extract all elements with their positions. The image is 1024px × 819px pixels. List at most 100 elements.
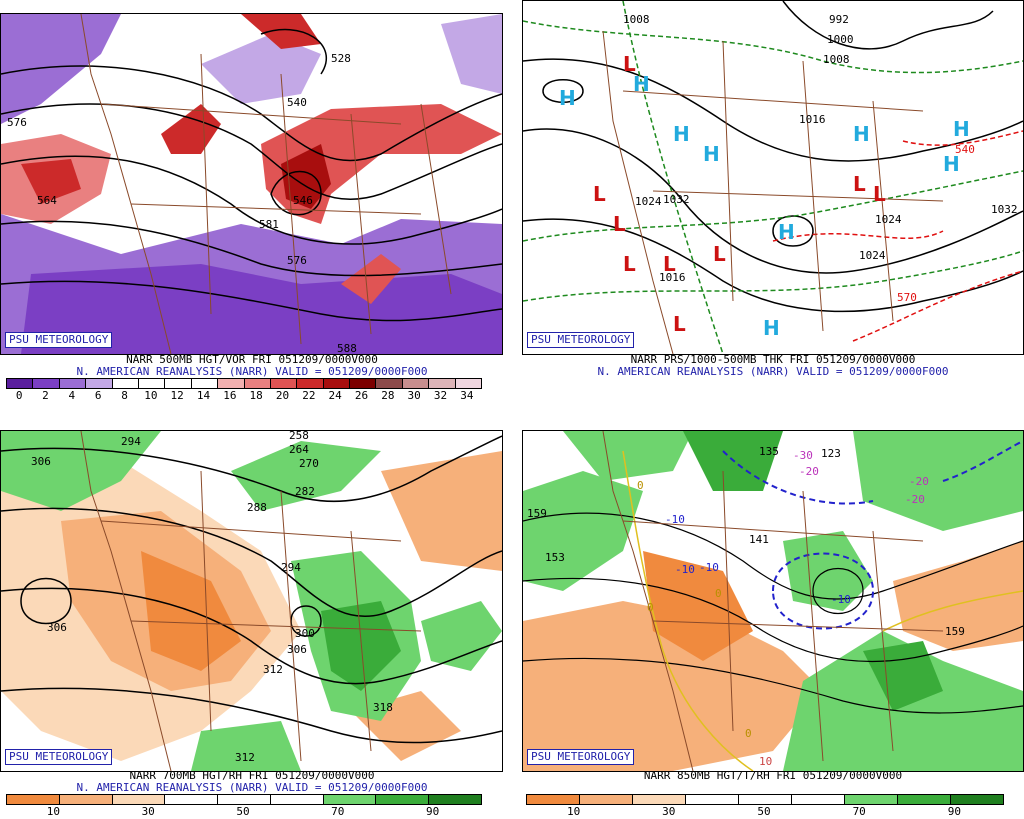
colorbar-tick-label: 22	[302, 389, 316, 402]
contour-label: 528	[331, 52, 351, 65]
colorbar-tick-label: 6	[94, 389, 102, 402]
isotherm-minus10	[942, 440, 1023, 482]
dry-region	[523, 601, 823, 771]
moist-region	[863, 641, 943, 711]
colorbar-swatch	[686, 795, 739, 804]
colorbar-tick-label: 28	[381, 389, 395, 402]
contour-label: 282	[295, 485, 315, 498]
map-border	[722, 40, 734, 302]
isobar-label: 1032	[663, 193, 690, 206]
moist-region	[1, 431, 161, 511]
height-contour	[290, 605, 322, 637]
isobar-label: 992	[829, 13, 849, 26]
t-rh-850mb-map: 159 153 141 135 123 159 -20 -30 -20 -20 …	[522, 430, 1024, 772]
isobar-label: 1008	[623, 13, 650, 26]
map-border	[602, 431, 694, 771]
low-pressure-marker: L	[673, 312, 686, 336]
temperature-label: 10	[759, 755, 772, 768]
colorbar-tick-label: 30	[662, 805, 676, 818]
map-border	[622, 90, 924, 112]
panel-caption: NARR 850MB HGT/T/RH FRI 051209/0000V000	[643, 769, 903, 782]
colorbar-tick-label: 24	[328, 389, 342, 402]
colorbar-tick-label: 50	[236, 805, 250, 818]
colorbar-tick-label: 2	[42, 389, 49, 402]
purple-vort-region	[201, 34, 321, 104]
temperature-label: -20	[905, 493, 925, 506]
colorbar-swatch	[898, 795, 951, 804]
rh-700mb-map: 294 306 258 264 270 282 288 294 300 306 …	[0, 430, 503, 772]
colorbar-swatch	[86, 379, 113, 388]
colorbar-tick-label: 18	[249, 389, 263, 402]
psu-meteorology-badge: PSU METEOROLOGY	[527, 332, 635, 348]
rh-colorbar-ticks: 10 30 50 70 90	[526, 805, 1002, 818]
height-contour	[260, 28, 328, 75]
colorbar-tick-label: 10	[566, 805, 581, 818]
colorbar-tick-label: 10	[46, 805, 61, 818]
colorbar-tick-label: 30	[407, 389, 421, 402]
colorbar-swatch	[191, 379, 219, 388]
isobar-label: 1008	[823, 53, 850, 66]
colorbar-swatch	[33, 379, 60, 388]
thickness-line-570	[852, 270, 1023, 342]
colorbar-swatch	[59, 795, 113, 804]
contour-label: 159	[945, 625, 965, 638]
colorbar-tick-label: 90	[425, 805, 440, 818]
map-border	[602, 30, 674, 354]
map-border	[652, 190, 944, 202]
height-contour	[812, 568, 864, 614]
panel-subcaption: N. AMERICAN REANALYSIS (NARR) VALID = 05…	[597, 365, 949, 378]
colorbar-swatch	[455, 379, 482, 388]
thickness-line	[622, 1, 724, 354]
colorbar-tick-label: 8	[121, 389, 128, 402]
low-pressure-marker: L	[853, 172, 866, 196]
map-border	[80, 431, 172, 771]
psu-meteorology-badge: PSU METEOROLOGY	[527, 749, 635, 765]
colorbar-swatch	[402, 379, 430, 388]
temperature-label: -10	[665, 513, 685, 526]
dry-region	[893, 541, 1023, 651]
temperature-label: -20	[799, 465, 819, 478]
map-border	[652, 620, 944, 632]
panel-caption: NARR PRS/1000-500MB THK FRI 051209/0000V…	[630, 353, 916, 366]
high-pressure-marker: H	[633, 72, 650, 96]
colorbar-swatch	[376, 379, 403, 388]
panel-pressure-thickness: H H H H H H H H H L L L L L L L L L 1008	[522, 0, 1024, 405]
contour-label: 564	[37, 194, 57, 207]
high-pressure-marker: H	[673, 122, 690, 146]
contour-label: 141	[749, 533, 769, 546]
colorbar-swatch	[580, 795, 633, 804]
colorbar-swatch	[112, 379, 139, 388]
map-border	[802, 490, 824, 762]
contour-label: 588	[337, 342, 357, 354]
map-border	[722, 470, 734, 732]
isobar-label: 1032	[991, 203, 1018, 216]
psu-meteorology-badge: PSU METEOROLOGY	[5, 332, 113, 348]
temperature-label: -30	[793, 449, 813, 462]
panel-500mb-vorticity: 576 528 540 546 564 576 581 588 PSU METE…	[0, 0, 504, 405]
high-pressure-marker: H	[853, 122, 870, 146]
high-pressure-marker: H	[763, 316, 780, 340]
colorbar-swatch	[792, 795, 845, 804]
low-pressure-marker: L	[623, 52, 636, 76]
red-vort-region	[161, 104, 221, 154]
rh-colorbar	[6, 794, 482, 805]
colorbar-swatch	[138, 379, 166, 388]
colorbar-swatch	[845, 795, 898, 804]
moist-region	[783, 531, 873, 611]
temperature-label: 0	[637, 479, 644, 492]
red-vort-region	[21, 159, 81, 204]
panel-850mb-t-rh: 159 153 141 135 123 159 -20 -30 -20 -20 …	[522, 414, 1024, 819]
colorbar-swatch	[297, 379, 324, 388]
dry-region	[643, 551, 753, 661]
map-border	[200, 470, 212, 732]
contour-label: 300	[295, 627, 315, 640]
temperature-label: -10	[675, 563, 695, 576]
colorbar-tick-label: 32	[433, 389, 448, 402]
isobar-label: 1024	[859, 249, 886, 262]
isobar	[542, 79, 584, 103]
thickness-label: 540	[955, 143, 975, 156]
isobar-label: 1000	[827, 33, 854, 46]
colorbar-tick-label: 30	[141, 805, 155, 818]
contour-label: 270	[299, 457, 319, 470]
colorbar-swatch	[112, 795, 166, 804]
